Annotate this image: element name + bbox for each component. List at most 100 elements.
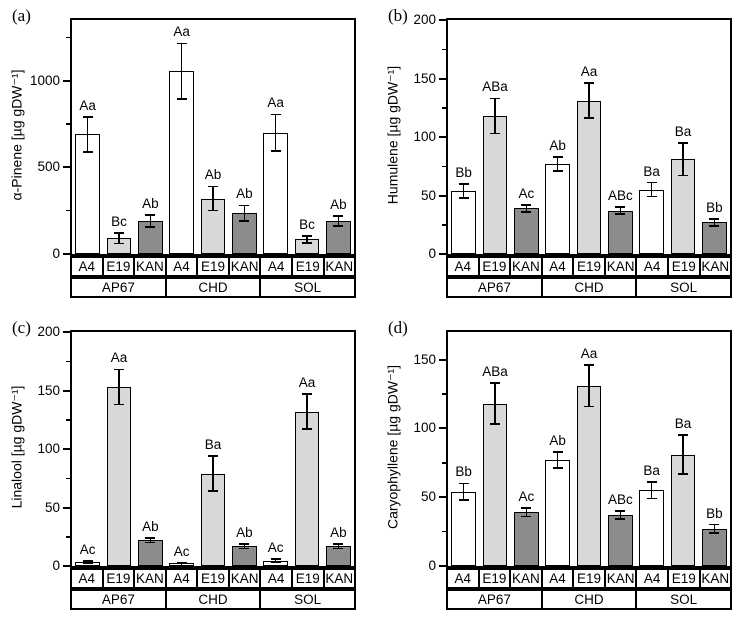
panel-label: (c) <box>12 318 31 337</box>
error-bar-bottom-cap <box>552 467 563 470</box>
error-bar-line <box>243 543 246 549</box>
significance-letters: Ab <box>142 518 159 534</box>
significance-letters: ABc <box>607 188 633 204</box>
error-bar-top-cap <box>114 368 124 371</box>
plot-area: Aa Bc Ab Aa Ab Ab Aa Bc Ab 0 500 1000 <box>30 18 356 261</box>
significance-letters: Ab <box>330 524 347 540</box>
y-axis-major-tick <box>63 506 70 509</box>
error-bar-bottom-cap <box>176 98 187 100</box>
panel-label: (b) <box>388 6 408 25</box>
treatment-label: KAN <box>603 570 636 587</box>
significance-letters: Ab <box>236 524 253 540</box>
y-axis-major-tick <box>63 448 70 450</box>
bar-a4 <box>451 190 476 254</box>
group-label: SOL <box>259 279 354 296</box>
treatment-label: KAN <box>509 258 541 275</box>
error-bar-line <box>337 543 340 549</box>
treatment-label: A4 <box>164 570 197 587</box>
error-bar-bottom-cap <box>458 197 469 199</box>
significance-letters: Ac <box>518 185 535 201</box>
y-axis-major-tick <box>439 194 446 197</box>
significance-letters: Aa <box>110 350 128 366</box>
y-axis-major-tick <box>439 427 446 430</box>
bar-kan <box>608 210 633 254</box>
plot-area: Bb ABa Ac Ab Aa ABc Ba Ba Bb 0 50 100 150 200 <box>413 12 732 261</box>
treatment-label: KAN <box>322 258 355 275</box>
treatment-label: A4 <box>635 258 667 275</box>
error-bar-top-cap <box>646 181 657 184</box>
error-bar-top-cap <box>646 481 657 483</box>
error-bar-top-cap <box>270 113 281 116</box>
significance-letters: Ac <box>267 539 284 555</box>
y-axis-minor-tick <box>442 165 446 167</box>
group-label: CHD <box>164 279 260 296</box>
error-bar-top-cap <box>678 142 688 144</box>
y-axis-major-tick <box>63 79 70 82</box>
error-bar-line <box>650 482 653 499</box>
error-bar-bottom-cap <box>176 564 187 567</box>
treatment-label-row: A4 E19 KAN A4 E19 KAN A4 E19 KAN <box>446 256 732 277</box>
y-axis-tick-label: 150 <box>413 351 436 367</box>
error-bar-top-cap <box>239 204 250 207</box>
group-label: SOL <box>635 279 730 296</box>
y-axis-tick-label: 150 <box>413 70 436 86</box>
error-bar-line <box>337 215 340 227</box>
y-axis-minor-tick <box>442 224 446 226</box>
bar-a4 <box>451 491 476 566</box>
panel-label: (a) <box>12 6 31 25</box>
significance-letters: Ac <box>79 541 96 557</box>
treatment-label: A4 <box>78 571 96 586</box>
bar-e19 <box>482 115 508 254</box>
panel-c: (c) Linalool [µg gDW⁻¹] Ac Aa Ab Ac Ba Ab Ac Aa… <box>0 312 376 624</box>
significance-letters: Bb <box>706 505 723 521</box>
y-axis-major-tick <box>439 19 446 21</box>
y-axis-minor-tick <box>66 209 70 212</box>
error-bar-line <box>619 510 622 520</box>
y-axis-minor-tick <box>66 360 70 362</box>
significance-letters: Ba <box>204 437 222 453</box>
error-bar-bottom-cap <box>584 117 594 120</box>
group-label-row: AP67 CHD SOL <box>70 589 356 610</box>
error-bar-top-cap <box>82 559 93 562</box>
plot-area: Ac Aa Ab Ac Ba Ab Ac Aa Ab 0 50 100 150 200 <box>37 324 356 573</box>
treatment-label: E19 <box>572 258 604 275</box>
error-bar-top-cap <box>552 156 563 158</box>
error-bar-bottom-cap <box>270 561 281 564</box>
error-bar-line <box>274 558 277 563</box>
bar-a4 <box>639 490 664 566</box>
significance-letters: Bb <box>706 199 723 215</box>
error-bar-top-cap <box>490 382 500 384</box>
error-bar-line <box>525 204 528 212</box>
error-bar-bottom-cap <box>490 423 500 426</box>
error-bar-line <box>118 369 120 405</box>
treatment-label: KAN <box>322 570 355 587</box>
error-bar-top-cap <box>709 523 720 526</box>
bar-kan <box>702 528 727 566</box>
error-bar-top-cap <box>239 542 250 545</box>
error-bar-line <box>588 83 590 119</box>
treatment-label: E19 <box>101 258 134 275</box>
significance-letters: Ba <box>674 416 692 432</box>
y-axis-minor-tick <box>442 48 446 50</box>
panel-b: (b) Humulene [µg gDW⁻¹] Bb ABa Ac Ab Aa ABc Ba… <box>376 0 752 312</box>
treatment-label: E19 <box>290 570 323 587</box>
y-axis-major-tick <box>63 253 70 255</box>
treatment-label: KAN <box>227 258 260 275</box>
bar-e19 <box>294 411 320 566</box>
error-bar-line <box>494 98 496 134</box>
error-bar-bottom-cap <box>333 225 344 228</box>
bar-a4 <box>545 460 570 566</box>
y-axis-minor-tick <box>442 530 446 533</box>
error-bar-line <box>212 456 214 492</box>
significance-letters: Aa <box>580 64 598 80</box>
y-axis-minor-tick <box>442 393 446 395</box>
error-bar-top-cap <box>82 116 93 118</box>
significance-letters: Ab <box>330 196 347 212</box>
y-axis-major-tick <box>439 136 446 138</box>
error-bar-top-cap <box>333 215 344 217</box>
error-bar-top-cap <box>584 364 594 366</box>
error-bar-bottom-cap <box>114 242 124 245</box>
error-bar-top-cap <box>176 562 187 564</box>
significance-letters: Bb <box>455 464 472 480</box>
